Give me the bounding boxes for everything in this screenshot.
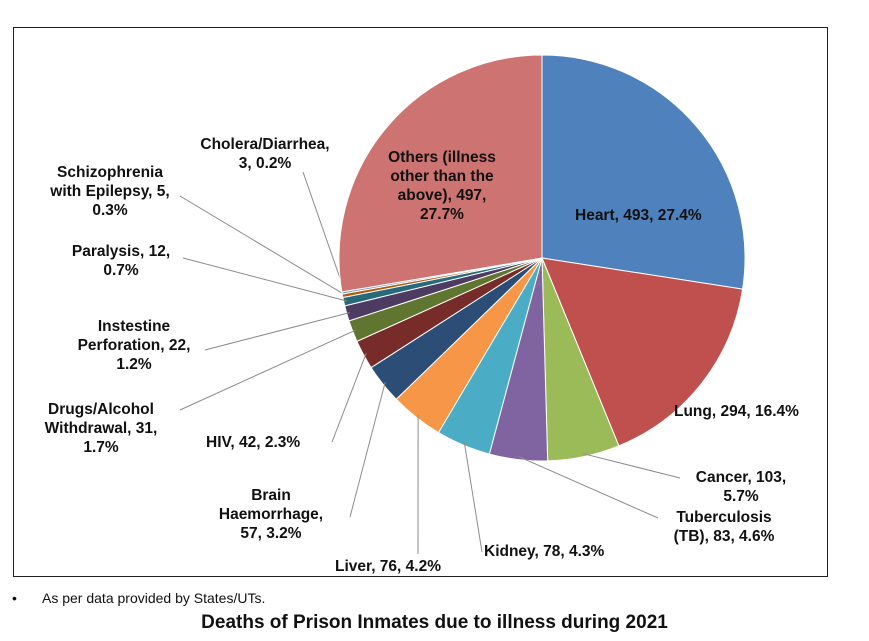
slice-label-13-line-2: above), 497, xyxy=(397,187,487,204)
slice-label-4-line-0: Kidney, 78, 4.3% xyxy=(484,543,605,560)
slice-label-8: Drugs/Alcohol Withdrawal, 31, 1.7% xyxy=(30,400,172,457)
slice-label-6-line-1: Haemorrhage, xyxy=(218,506,324,523)
slice-label-9-line-1: Perforation, 22, xyxy=(77,337,191,354)
slice-label-10-line-0: Paralysis, 12, xyxy=(71,243,171,260)
slice-label-1-line-0: Lung, 294, 16.4% xyxy=(674,403,799,420)
slice-label-3-line-0: Tuberculosis xyxy=(676,509,772,526)
slice-label-11-line-2: 0.3% xyxy=(92,202,128,219)
slice-label-11-line-0: Schizophrenia xyxy=(57,164,163,181)
slice-label-13-line-3: 27.7% xyxy=(420,206,464,223)
slice-label-3-line-1: (TB), 83, 4.6% xyxy=(673,528,775,545)
leader-line-10 xyxy=(182,257,347,302)
slice-label-13: Others (illness other than the above), 497… xyxy=(372,148,512,224)
leader-line-3 xyxy=(518,456,659,519)
slice-label-9: Instestine Perforation, 22, 1.2% xyxy=(54,317,214,374)
pie-slice-0 xyxy=(541,54,746,290)
pie-slice-13 xyxy=(338,54,543,293)
slice-label-9-line-2: 1.2% xyxy=(116,356,152,373)
slice-label-5: Liver, 76, 4.2% xyxy=(335,557,441,576)
slice-label-6: Brain Haemorrhage, 57, 3.2% xyxy=(196,486,346,543)
chart-title: Deaths of Prison Inmates due to illness … xyxy=(201,612,668,633)
leader-line-11 xyxy=(179,195,346,296)
slice-label-2: Cancer, 103, 5.7% xyxy=(681,468,801,506)
footnote: • As per data provided by States/UTs. xyxy=(12,590,265,606)
slice-label-7-line-0: HIV, 42, 2.3% xyxy=(206,434,301,451)
slice-label-0: Heart, 493, 27.4% xyxy=(575,206,702,225)
slice-label-10: Paralysis, 12, 0.7% xyxy=(51,242,191,280)
leader-line-9 xyxy=(204,312,350,351)
slice-label-2-line-1: 5.7% xyxy=(723,488,759,505)
slice-label-7: HIV, 42, 2.3% xyxy=(206,433,300,452)
slice-label-11: Schizophrenia with Epilepsy, 5, 0.3% xyxy=(30,163,190,220)
slice-label-2-line-0: Cancer, 103, xyxy=(695,469,787,486)
slice-label-12-line-1: 3, 0.2% xyxy=(238,155,292,172)
slice-label-6-line-2: 57, 3.2% xyxy=(240,525,302,542)
slice-label-13-line-0: Others (illness xyxy=(388,149,496,166)
slice-label-12: Cholera/Diarrhea, 3, 0.2% xyxy=(190,135,340,173)
slice-label-11-line-1: with Epilepsy, 5, xyxy=(50,183,170,200)
slice-label-5-line-0: Liver, 76, 4.2% xyxy=(335,558,441,575)
leader-line-4 xyxy=(463,442,483,553)
slice-label-8-line-0: Drugs/Alcohol xyxy=(48,401,154,418)
slice-label-8-line-1: Withdrawal, 31, xyxy=(44,420,158,437)
pie-slice-1 xyxy=(541,257,744,447)
slice-label-13-line-1: other than the xyxy=(390,168,494,185)
footnote-bullet: • xyxy=(12,590,17,606)
slice-label-1: Lung, 294, 16.4% xyxy=(674,402,799,421)
slice-label-9-line-0: Instestine xyxy=(97,318,171,335)
slice-label-4: Kidney, 78, 4.3% xyxy=(484,542,604,561)
slice-label-12-line-0: Cholera/Diarrhea, xyxy=(200,136,330,153)
footnote-text: As per data provided by States/UTs. xyxy=(42,590,266,606)
leader-line-2 xyxy=(583,453,681,479)
slice-label-8-line-2: 1.7% xyxy=(83,439,119,456)
slice-label-3: Tuberculosis (TB), 83, 4.6% xyxy=(659,508,789,546)
leader-line-8 xyxy=(179,329,356,411)
slice-label-6-line-0: Brain xyxy=(251,487,291,504)
leader-line-12 xyxy=(302,171,346,293)
slice-label-10-line-1: 0.7% xyxy=(103,262,139,279)
slice-label-0-line-0: Heart, 493, 27.4% xyxy=(575,207,702,224)
leader-line-6 xyxy=(349,382,386,518)
leader-line-7 xyxy=(331,353,367,443)
